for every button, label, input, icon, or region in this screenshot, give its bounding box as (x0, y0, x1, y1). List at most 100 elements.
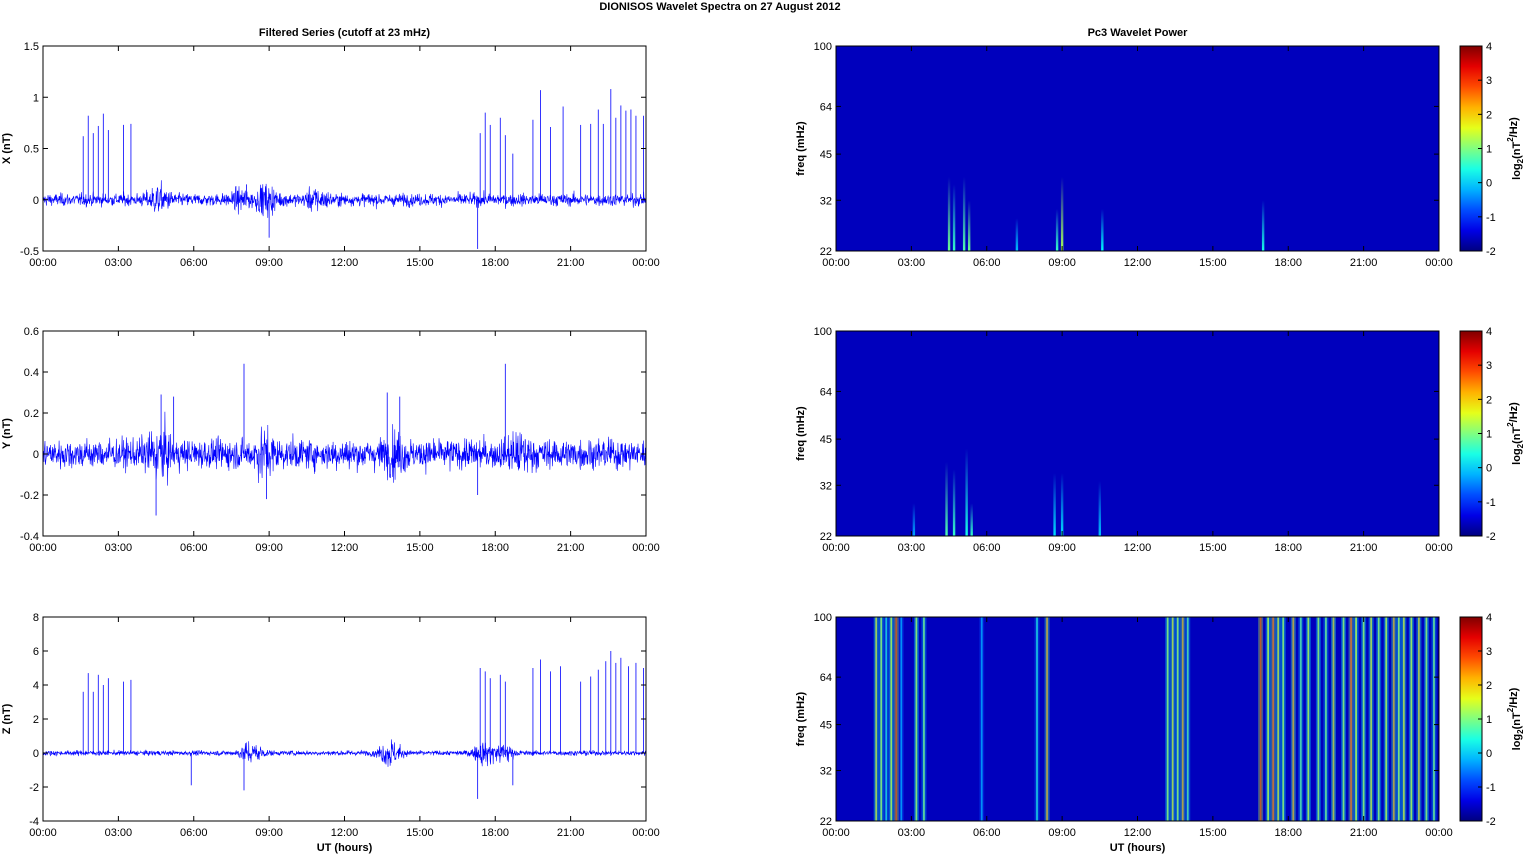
y-axis-label: Y (nT) (1, 418, 13, 449)
x-tick-label: 00:00 (29, 827, 57, 839)
power-stripe-halo (1353, 617, 1359, 821)
colorbar-tick-label: 4 (1486, 326, 1492, 338)
power-stripe (875, 617, 878, 821)
x-tick-label: 09:00 (1048, 542, 1076, 554)
power-stripe-halo (1175, 617, 1181, 821)
x-tick-label: 15:00 (406, 257, 434, 269)
power-stripe-halo (979, 617, 985, 821)
power-stripe-halo (1290, 617, 1296, 821)
y-tick-label: 22 (820, 816, 832, 828)
colorbar-label-part: /Hz) (1508, 117, 1520, 138)
power-stripe (1325, 617, 1327, 821)
colorbar-tick-label: -1 (1486, 212, 1496, 224)
y-tick-label: 0.6 (24, 326, 39, 338)
colorbar-label-part: 2 (1516, 158, 1525, 163)
power-stripe-halo (1258, 617, 1264, 821)
power-stripe (1332, 617, 1335, 821)
x-axis-label: UT (hours) (1110, 842, 1166, 854)
power-stripe-halo (1330, 617, 1336, 821)
x-tick-label: 21:00 (557, 542, 585, 554)
y-tick-label: 64 (820, 386, 832, 398)
power-stripe (980, 617, 983, 821)
colorbar-tick-label: 0 (1486, 748, 1492, 760)
power-stripe-halo (913, 617, 919, 821)
x-tick-label: 06:00 (973, 257, 1001, 269)
power-stripe-halo (1361, 617, 1367, 821)
x-tick-label: 15:00 (1199, 542, 1227, 554)
colorbar-label: log2(nT2/Hz) (1506, 117, 1525, 180)
x-tick-label: 00:00 (1425, 257, 1453, 269)
power-stripe (900, 617, 903, 821)
power-stripe-halo (1348, 617, 1354, 821)
power-stripe-halo (1270, 617, 1276, 821)
x-tick-label: 12:00 (331, 257, 359, 269)
x-tick-label: 12:00 (1124, 257, 1152, 269)
y-axis-label: Z (nT) (1, 703, 13, 734)
y-tick-label: 100 (814, 41, 832, 53)
colorbar-label-part: (nT (1511, 712, 1523, 729)
y-axis-label: X (nT) (1, 133, 13, 164)
power-stripe (890, 617, 893, 821)
power-stripe (1418, 617, 1420, 821)
power-streak (1098, 481, 1102, 536)
y-tick-label: 1.5 (24, 41, 39, 53)
power-stripe (1181, 617, 1184, 821)
x-tick-label: 12:00 (1124, 542, 1152, 554)
x-tick-label: 03:00 (105, 257, 133, 269)
x-tick-label: 21:00 (557, 827, 585, 839)
x-tick-label: 00:00 (1425, 542, 1453, 554)
power-stripe-halo (1275, 617, 1281, 821)
x-tick-label: 00:00 (822, 827, 850, 839)
power-stripe-halo (1368, 617, 1374, 821)
y-tick-label: -2 (29, 782, 39, 794)
y-tick-label: 22 (820, 246, 832, 258)
x-tick-label: 12:00 (331, 542, 359, 554)
power-stripe-halo (883, 617, 889, 821)
power-stripe (895, 617, 898, 821)
x-tick-label: 21:00 (1350, 542, 1378, 554)
x-tick-label: 00:00 (29, 542, 57, 554)
power-stripe (1433, 617, 1435, 821)
power-stripe (1186, 617, 1189, 821)
x-tick-label: 00:00 (632, 827, 660, 839)
y-tick-label: -4 (29, 816, 39, 828)
colorbar-label-part: 2 (1506, 137, 1515, 142)
y-tick-label: 6 (33, 646, 39, 658)
power-streak (1101, 209, 1104, 251)
power-streak (947, 177, 951, 251)
x-tick-label: 06:00 (973, 827, 1001, 839)
x-tick-label: 06:00 (180, 542, 208, 554)
power-stripe (915, 617, 918, 821)
colorbar-tick-label: 2 (1486, 109, 1492, 121)
heatmap-background (836, 46, 1439, 251)
y-tick-label: 32 (820, 766, 832, 778)
plot-area (43, 331, 646, 536)
x-tick-label: 18:00 (481, 257, 509, 269)
colorbar-label-part: 2 (1516, 443, 1525, 448)
colorbar-label-part: 2 (1506, 422, 1515, 427)
x-tick-label: 00:00 (29, 257, 57, 269)
power-stripe (1402, 617, 1405, 821)
y-tick-label: 8 (33, 612, 39, 624)
y-tick-label: 100 (814, 326, 832, 338)
series-trace (43, 739, 646, 767)
power-stripe-halo (1401, 617, 1407, 821)
x-tick-label: 18:00 (1274, 257, 1302, 269)
x-tick-label: 00:00 (632, 542, 660, 554)
y-tick-label: 1 (33, 92, 39, 104)
y-axis-label: freq (mHz) (795, 691, 807, 746)
power-stripe (1272, 617, 1275, 821)
x-tick-label: 00:00 (822, 542, 850, 554)
power-stripe-halo (1180, 617, 1186, 821)
x-tick-label: 09:00 (1048, 257, 1076, 269)
series-trace (43, 180, 646, 218)
power-stripe-halo (1323, 617, 1329, 821)
power-streak (965, 448, 968, 536)
power-stripe-halo (873, 617, 879, 821)
y-tick-label: -0.5 (20, 246, 39, 258)
y-tick-label: 45 (820, 720, 832, 732)
power-streak (962, 177, 966, 251)
power-stripe (885, 617, 888, 821)
x-tick-label: 00:00 (822, 257, 850, 269)
colorbar-label-part: /Hz) (1508, 402, 1520, 423)
